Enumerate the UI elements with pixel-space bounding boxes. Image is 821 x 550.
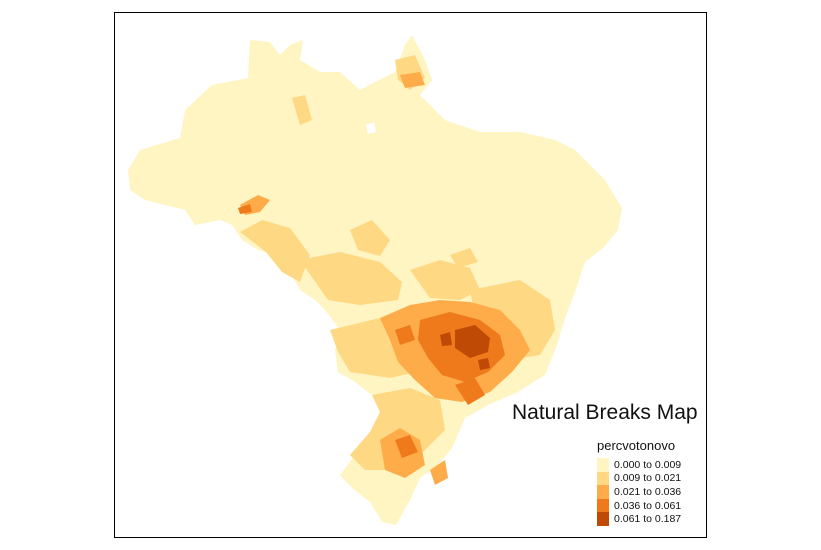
legend: percvotonovo 0.000 to 0.009 0.009 to 0.0… — [597, 438, 681, 526]
legend-item: 0.061 to 0.187 — [597, 512, 681, 526]
legend-swatch — [597, 512, 609, 526]
legend-label: 0.036 to 0.061 — [614, 499, 682, 512]
legend-swatch — [597, 471, 609, 486]
hole-region — [366, 122, 376, 134]
legend-item: 0.021 to 0.036 — [597, 485, 681, 499]
legend-item: 0.036 to 0.061 — [597, 498, 682, 513]
legend-label: 0.061 to 0.187 — [614, 513, 682, 526]
legend-swatch — [597, 458, 609, 472]
legend-label: 0.009 to 0.021 — [614, 472, 682, 485]
class-5-regions — [440, 325, 490, 370]
legend-item: 0.009 to 0.021 — [597, 471, 682, 486]
legend-label: 0.021 to 0.036 — [614, 485, 682, 498]
legend-swatch — [597, 498, 609, 513]
legend-item: 0.000 to 0.009 — [597, 458, 681, 472]
legend-swatch — [597, 485, 609, 499]
legend-label: 0.000 to 0.009 — [614, 458, 682, 471]
legend-title: percvotonovo — [597, 438, 676, 453]
map-title: Natural Breaks Map — [512, 401, 698, 424]
